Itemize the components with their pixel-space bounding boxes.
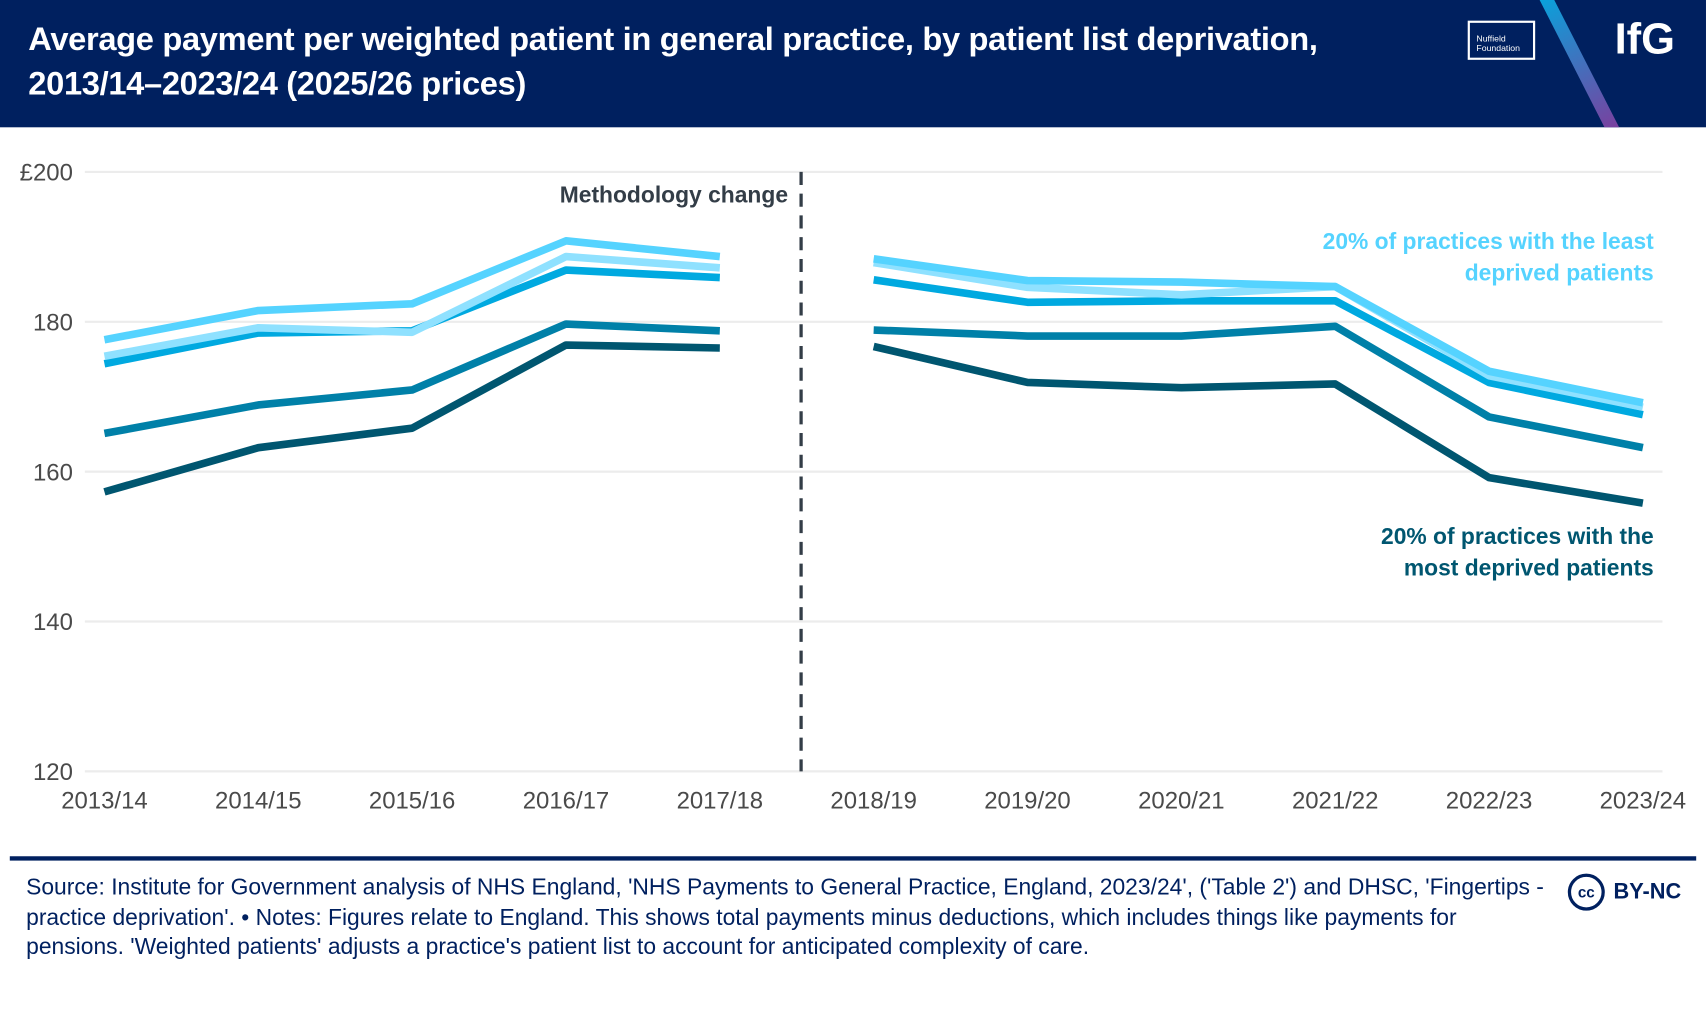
least-deprived-label: deprived patients: [1465, 260, 1654, 286]
license-text: BY-NC: [1613, 879, 1682, 904]
y-tick-label: £200: [20, 160, 73, 187]
x-tick-label: 2013/14: [61, 787, 147, 814]
y-tick-label: 140: [33, 609, 73, 636]
x-tick-label: 2022/23: [1446, 787, 1532, 814]
x-tick-label: 2020/21: [1138, 787, 1224, 814]
series-line: [103, 341, 720, 496]
source-notes: Source: Institute for Government analysi…: [26, 874, 1544, 960]
most-deprived-label: 20% of practices with the: [1381, 523, 1654, 549]
nuffield-foundation-logo: Nuffield Foundation: [1467, 20, 1536, 60]
least-deprived-label: 20% of practices with the least: [1323, 228, 1655, 254]
chart-title: Average payment per weighted patient in …: [28, 21, 1318, 103]
x-tick-label: 2015/16: [369, 787, 455, 814]
most-deprived-label: most deprived patients: [1404, 555, 1654, 581]
x-tick-label: 2014/15: [215, 787, 301, 814]
y-tick-label: 120: [33, 759, 73, 786]
x-tick-label: 2017/18: [677, 787, 763, 814]
series-line: [103, 237, 721, 344]
y-tick-label: 180: [33, 309, 73, 336]
x-tick-label: 2023/24: [1600, 787, 1686, 814]
series-line: [103, 320, 720, 438]
x-tick-label: 2021/22: [1292, 787, 1378, 814]
license-badge: cc BY-NC: [1567, 873, 1682, 911]
series-line: [873, 258, 1644, 411]
x-tick-label: 2019/20: [984, 787, 1070, 814]
creative-commons-icon: cc: [1567, 873, 1605, 911]
series-line: [873, 322, 1644, 452]
series-line: [873, 255, 1644, 407]
series-line: [103, 252, 721, 360]
x-tick-label: 2018/19: [830, 787, 916, 814]
methodology-change-label: Methodology change: [560, 181, 788, 207]
x-tick-label: 2016/17: [523, 787, 609, 814]
series-line: [872, 342, 1644, 507]
y-tick-label: 160: [33, 459, 73, 486]
ifg-logo: IfG: [1614, 15, 1676, 64]
footer-divider: [9, 856, 1697, 861]
decorative-stripe: [1534, 0, 1620, 128]
series-line: [873, 276, 1644, 419]
header-banner: Average payment per weighted patient in …: [0, 0, 1706, 128]
